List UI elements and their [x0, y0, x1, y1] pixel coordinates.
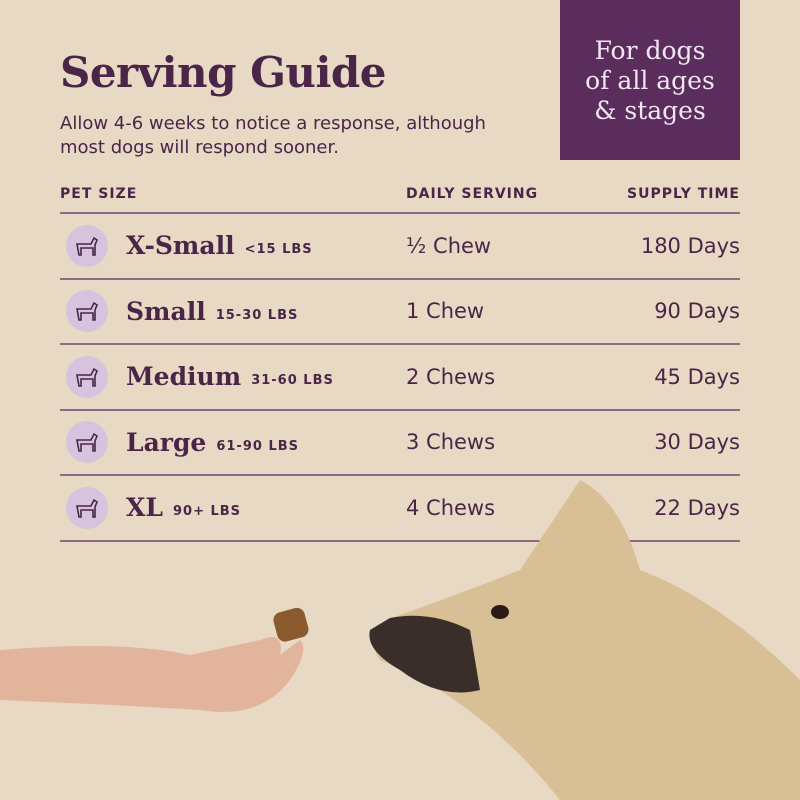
table-row: Large 61-90 LBS 3 Chews 30 Days	[60, 411, 740, 476]
weight-range: 31-60 LBS	[251, 373, 334, 389]
supply-time: 30 Days	[654, 430, 740, 455]
size-name: Medium	[126, 362, 242, 392]
size-name: X-Small	[126, 231, 235, 261]
weight-range: 15-30 LBS	[215, 307, 299, 323]
pet-size-cell: Large 61-90 LBS	[60, 421, 406, 464]
daily-serving: ½ Chew	[406, 233, 492, 258]
age-badge: For dogs of all ages & stages	[560, 0, 740, 160]
table-row: X-Small <15 LBS ½ Chew 180 Days	[60, 214, 740, 280]
badge-line: For dogs	[594, 36, 706, 65]
table-header: PET SIZE DAILY SERVING SUPPLY TIME	[60, 186, 740, 214]
serving-table: PET SIZE DAILY SERVING SUPPLY TIME X-Sma…	[60, 186, 740, 542]
daily-serving: 4 Chews	[406, 495, 496, 520]
column-header-daily-serving: DAILY SERVING	[406, 186, 539, 202]
column-header-supply-time: SUPPLY TIME	[627, 186, 740, 202]
pet-size-cell: Medium 31-60 LBS	[60, 355, 406, 398]
retriever-icon	[66, 421, 108, 464]
page-title: Serving Guide	[60, 48, 387, 97]
size-name: Large	[126, 427, 207, 457]
doberman-icon	[66, 486, 108, 529]
column-header-pet-size: PET SIZE	[60, 186, 138, 202]
daily-serving: 3 Chews	[406, 430, 496, 455]
table-row: Medium 31-60 LBS 2 Chews 45 Days	[60, 345, 740, 411]
supply-time: 45 Days	[654, 364, 740, 389]
table-row: Small 15-30 LBS 1 Chew 90 Days	[60, 280, 740, 345]
supply-time: 22 Days	[654, 495, 740, 520]
supply-time: 90 Days	[654, 299, 740, 324]
pet-size-cell: XL 90+ LBS	[60, 486, 406, 529]
daily-serving: 2 Chews	[406, 364, 496, 389]
bulldog-icon	[66, 355, 108, 398]
weight-range: <15 LBS	[244, 242, 313, 258]
badge-line: of all ages	[585, 66, 715, 95]
weight-range: 61-90 LBS	[216, 438, 300, 454]
size-name: Small	[126, 296, 206, 326]
pet-size-cell: X-Small <15 LBS	[60, 224, 406, 267]
pet-size-cell: Small 15-30 LBS	[60, 290, 406, 333]
chihuahua-icon	[66, 224, 108, 267]
table-row: XL 90+ LBS 4 Chews 22 Days	[60, 476, 740, 542]
size-name: XL	[126, 493, 163, 523]
weight-range: 90+ LBS	[172, 504, 242, 520]
dog-treat-photo	[0, 480, 800, 800]
supply-time: 180 Days	[640, 233, 740, 258]
badge-line: & stages	[594, 96, 706, 125]
subtitle: Allow 4-6 weeks to notice a response, al…	[60, 113, 486, 158]
daily-serving: 1 Chew	[406, 299, 485, 324]
dachshund-icon	[66, 290, 108, 333]
